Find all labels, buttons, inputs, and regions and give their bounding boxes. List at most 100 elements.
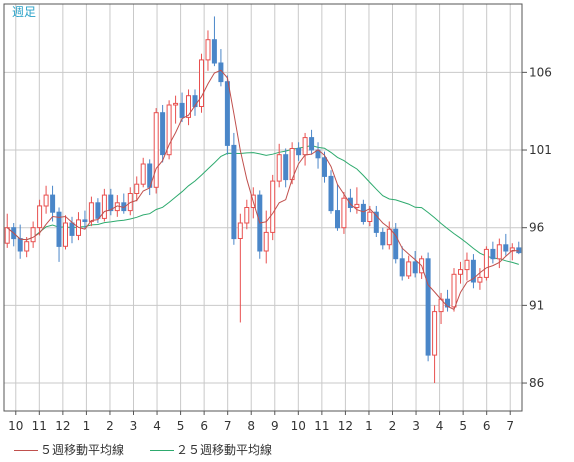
x-tick-label: 5 bbox=[177, 419, 185, 433]
y-tick-label: 96 bbox=[529, 221, 544, 235]
candle-up bbox=[173, 102, 179, 106]
x-tick-label: 8 bbox=[247, 419, 255, 433]
legend-swatch-ma5 bbox=[14, 450, 38, 451]
candle-down bbox=[309, 137, 315, 151]
ma25-series bbox=[6, 144, 519, 265]
candle-up bbox=[406, 261, 412, 277]
ma5-series bbox=[6, 69, 519, 311]
candle-up bbox=[386, 228, 392, 246]
candle-down bbox=[283, 154, 289, 181]
x-tick-label: 7 bbox=[224, 419, 232, 433]
x-tick-label: 4 bbox=[153, 419, 161, 433]
candle-down bbox=[328, 175, 334, 212]
candle-down bbox=[17, 238, 23, 252]
candle-down bbox=[503, 244, 509, 252]
candle-down bbox=[108, 194, 114, 212]
candle-down bbox=[393, 228, 399, 260]
x-tick-label: 1 bbox=[365, 419, 373, 433]
legend-item-ma5: ５週移動平均線 bbox=[14, 441, 124, 458]
x-tick-label: 12 bbox=[338, 419, 353, 433]
candle-up bbox=[341, 197, 347, 229]
candle-up bbox=[237, 222, 243, 239]
candle-down bbox=[192, 95, 198, 108]
candle-up bbox=[432, 311, 438, 356]
candle-down bbox=[231, 144, 237, 240]
y-tick-label: 86 bbox=[529, 376, 544, 390]
candle-down bbox=[347, 197, 353, 208]
legend-label-ma25: ２５週移動平均線 bbox=[176, 443, 273, 457]
candle-down bbox=[490, 248, 496, 260]
x-tick-label: 11 bbox=[32, 419, 47, 433]
candle-up bbox=[88, 202, 94, 222]
candle-up bbox=[354, 203, 360, 208]
y-tick-label: 101 bbox=[529, 143, 552, 157]
candle-down bbox=[82, 219, 88, 222]
candle-up bbox=[166, 104, 172, 156]
legend: ５週移動平均線 ２５週移動平均線 bbox=[0, 437, 574, 462]
plot-border bbox=[3, 3, 523, 412]
candle-down bbox=[516, 247, 522, 254]
candle-down bbox=[425, 258, 431, 356]
x-tick-label: 2 bbox=[389, 419, 397, 433]
candle-down bbox=[56, 211, 62, 247]
candle-down bbox=[224, 81, 230, 146]
candle-up bbox=[458, 269, 463, 275]
y-tick-label: 106 bbox=[529, 65, 552, 79]
candle-down bbox=[470, 259, 476, 283]
candle-up bbox=[367, 211, 373, 222]
x-tick-label: 4 bbox=[436, 419, 444, 433]
plot-frame bbox=[3, 3, 523, 412]
candle-down bbox=[179, 102, 185, 118]
candle-down bbox=[445, 298, 450, 308]
candle-up bbox=[464, 259, 470, 271]
candle-up bbox=[451, 273, 457, 308]
candle-up bbox=[140, 163, 146, 185]
candle-up bbox=[263, 231, 269, 252]
legend-item-ma25: ２５週移動平均線 bbox=[150, 441, 272, 458]
candle-down bbox=[69, 222, 75, 236]
x-tick-label: 7 bbox=[506, 419, 514, 433]
candle-down bbox=[380, 231, 386, 246]
candle-up bbox=[134, 183, 140, 194]
x-tick-label: 6 bbox=[483, 419, 491, 433]
candle-down bbox=[160, 112, 166, 156]
candle-down bbox=[322, 157, 327, 177]
candle-down bbox=[50, 194, 56, 213]
x-tick-label: 11 bbox=[314, 419, 329, 433]
candle-up bbox=[477, 276, 483, 283]
x-tick-label: 5 bbox=[459, 419, 467, 433]
candle-down bbox=[211, 39, 217, 64]
x-tick-label: 6 bbox=[200, 419, 208, 433]
candle-down bbox=[412, 261, 418, 274]
y-tick-label: 91 bbox=[529, 298, 544, 312]
candle-up bbox=[205, 39, 211, 61]
candle-up bbox=[30, 227, 36, 243]
x-tick-label: 2 bbox=[106, 419, 114, 433]
candle-down bbox=[373, 211, 379, 233]
x-axis-ticks: 10 11 12 1 2 3 4 5 6 7 8 9 10 11 12 1 2 3 4 5 6 7 bbox=[8, 411, 514, 433]
candle-up bbox=[302, 137, 308, 156]
candle-up bbox=[276, 154, 282, 182]
y-axis-ticks: 86 91 96 101 106 bbox=[522, 65, 552, 390]
candle-down bbox=[335, 210, 340, 229]
candle-up bbox=[153, 112, 159, 188]
candle-down bbox=[296, 148, 302, 156]
legend-swatch-ma25 bbox=[150, 450, 174, 451]
candle-up bbox=[244, 207, 250, 224]
candle-up bbox=[37, 205, 43, 229]
candle-up bbox=[496, 244, 502, 260]
candle-up bbox=[43, 194, 49, 207]
candle-up bbox=[199, 59, 204, 107]
x-tick-label: 1 bbox=[83, 419, 91, 433]
grid bbox=[4, 4, 522, 411]
x-tick-label: 10 bbox=[291, 419, 306, 433]
candle-up bbox=[270, 180, 276, 233]
x-tick-label: 3 bbox=[130, 419, 138, 433]
x-tick-label: 3 bbox=[412, 419, 420, 433]
candle-down bbox=[360, 203, 366, 222]
ma5-line bbox=[6, 69, 519, 311]
x-tick-label: 9 bbox=[271, 419, 279, 433]
candle-up bbox=[186, 95, 191, 118]
